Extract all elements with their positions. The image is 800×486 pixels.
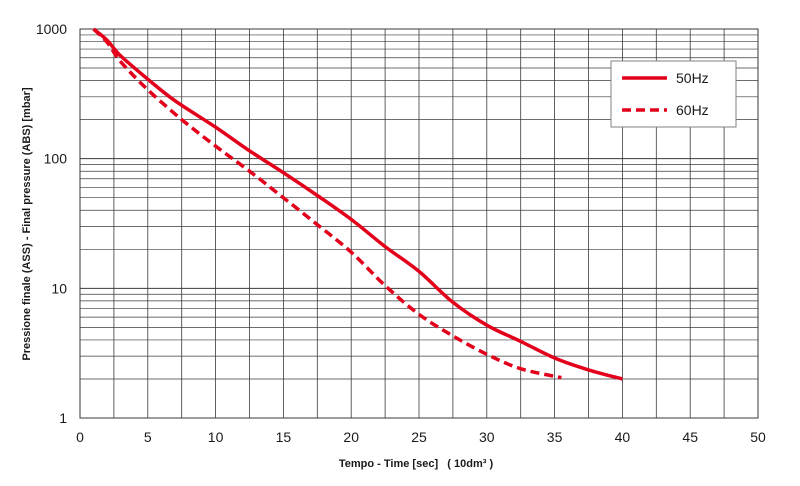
x-tick-label: 20 (343, 429, 359, 445)
x-tick-label: 45 (682, 429, 698, 445)
plot-border (79, 28, 759, 419)
legend-label-60hz: 60Hz (676, 102, 709, 118)
x-tick-label: 10 (208, 429, 224, 445)
x-tick-label: 35 (547, 429, 563, 445)
x-tick-label: 5 (144, 429, 152, 445)
series-line-60hz (92, 27, 562, 380)
y-tick-label: 100 (44, 151, 68, 167)
y-tick-label: 1 (59, 410, 67, 426)
legend-label-50hz: 50Hz (676, 70, 709, 86)
legend: 50Hz 60Hz (610, 60, 737, 128)
y-tick-label: 10 (51, 280, 67, 296)
x-tick-label: 15 (276, 429, 292, 445)
x-axis-title: Tempo - Time [sec] ( 10dm³ ) (339, 458, 494, 470)
x-tick-label: 40 (615, 429, 631, 445)
legend-box (610, 60, 737, 128)
axis-titles: Tempo - Time [sec] ( 10dm³ ) Pressione f… (21, 87, 493, 470)
x-tick-label: 0 (76, 429, 84, 445)
series-line-50hz (92, 27, 623, 381)
x-tick-label: 50 (750, 429, 766, 445)
x-tick-label: 30 (479, 429, 495, 445)
y-tick-label: 1000 (36, 21, 67, 37)
y-axis-title: Pressione finale (ASS) - Final pressure … (21, 87, 33, 361)
x-tick-label: 25 (411, 429, 427, 445)
series-layer (92, 27, 623, 381)
tick-labels: 0 5 10 15 20 25 30 35 40 45 50 1 10 100 1000 (36, 21, 766, 445)
